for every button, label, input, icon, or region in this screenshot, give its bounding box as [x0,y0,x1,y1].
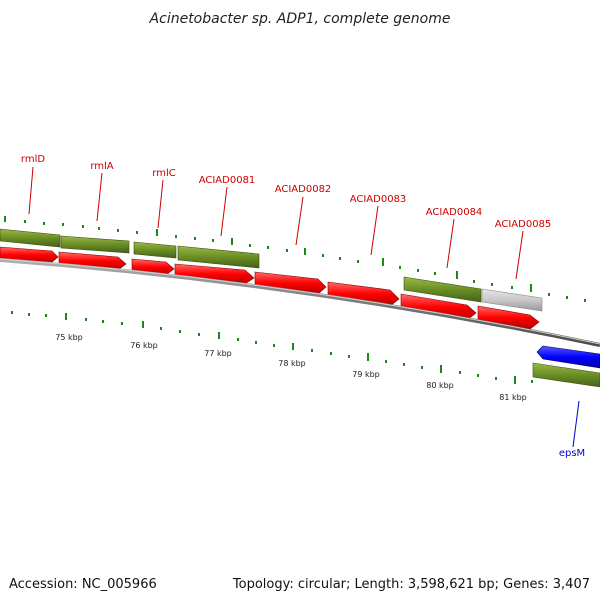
gene-label-ACIAD0081[interactable]: ACIAD0081 [199,175,256,186]
genome-summary-text: Topology: circular; Length: 3,598,621 bp… [232,577,590,592]
map-title: Acinetobacter sp. ADP1, complete genome [149,11,451,27]
gene-label-ACIAD0083[interactable]: ACIAD0083 [350,194,407,205]
gene-ACIAD0085-forward[interactable] [481,288,543,312]
gene-label-rmlC[interactable]: rmlC [152,168,175,179]
gene-labels: rmlD rmlA rmlC ACIAD0081 ACIAD0082 ACIAD… [21,154,585,459]
gene-label-rmlA[interactable]: rmlA [90,161,113,172]
gene-rmlD-reverse[interactable] [0,246,59,264]
kbp-label: 78 kbp [278,359,306,368]
gene-rmlC-forward[interactable] [133,241,177,259]
gene-rmlA-forward[interactable] [60,235,130,254]
kbp-labels: 75 kbp 76 kbp 77 kbp 78 kbp 79 kbp 80 kb… [55,333,527,402]
forward-strand-genes [0,228,543,312]
inner-tick-row [11,311,533,384]
gene-ACIAD0085-reverse[interactable] [477,305,540,330]
kbp-label: 79 kbp [352,370,380,379]
gene-ACIAD0081-forward[interactable] [177,245,260,269]
gene-label-rmlD[interactable]: rmlD [21,154,45,165]
gene-rmlD-forward[interactable] [0,228,61,248]
kbp-label: 77 kbp [204,349,232,358]
gene-label-ACIAD0084[interactable]: ACIAD0084 [426,207,483,218]
gene-label-ACIAD0082[interactable]: ACIAD0082 [275,184,332,195]
gene-ACIAD0084-forward[interactable] [403,276,482,303]
gene-label-ACIAD0085[interactable]: ACIAD0085 [495,219,552,230]
kbp-label: 81 kbp [499,393,527,402]
outer-tick-row [4,216,586,302]
kbp-label: 75 kbp [55,333,83,342]
gene-epsM-reverse[interactable] [536,345,600,369]
kbp-label: 80 kbp [426,381,454,390]
genome-backbone [0,258,600,347]
gene-label-epsM[interactable]: epsM [559,448,585,459]
genome-backbone-highlight [0,258,600,345]
accession-text: Accession: NC_005966 [9,577,157,592]
label-leader-lines [28,166,580,448]
gene-epsM-forward[interactable] [532,362,600,388]
kbp-label: 76 kbp [130,341,158,350]
